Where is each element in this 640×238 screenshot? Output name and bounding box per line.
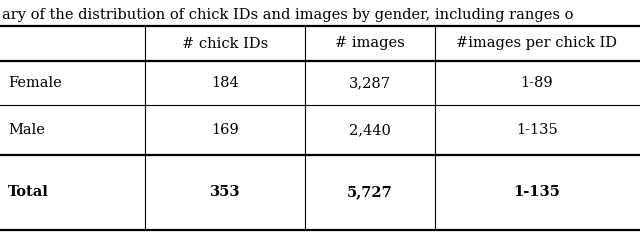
Text: #images per chick ID: #images per chick ID	[456, 36, 618, 50]
Text: 184: 184	[211, 76, 239, 90]
Text: Female: Female	[8, 76, 61, 90]
Text: # chick IDs: # chick IDs	[182, 36, 268, 50]
Text: ary of the distribution of chick IDs and images by gender, including ranges o: ary of the distribution of chick IDs and…	[2, 8, 573, 22]
Text: 1-89: 1-89	[521, 76, 554, 90]
Text: 2,440: 2,440	[349, 123, 391, 137]
Text: 1-135: 1-135	[513, 185, 561, 199]
Text: 3,287: 3,287	[349, 76, 391, 90]
Text: 169: 169	[211, 123, 239, 137]
Text: 1-135: 1-135	[516, 123, 558, 137]
Text: 353: 353	[210, 185, 240, 199]
Text: Male: Male	[8, 123, 45, 137]
Text: # images: # images	[335, 36, 405, 50]
Text: Total: Total	[8, 185, 49, 199]
Text: 5,727: 5,727	[347, 185, 393, 199]
